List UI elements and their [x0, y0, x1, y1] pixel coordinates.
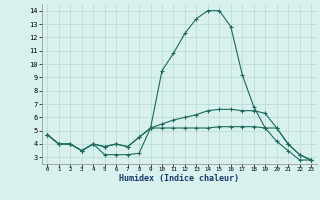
X-axis label: Humidex (Indice chaleur): Humidex (Indice chaleur) [119, 174, 239, 183]
